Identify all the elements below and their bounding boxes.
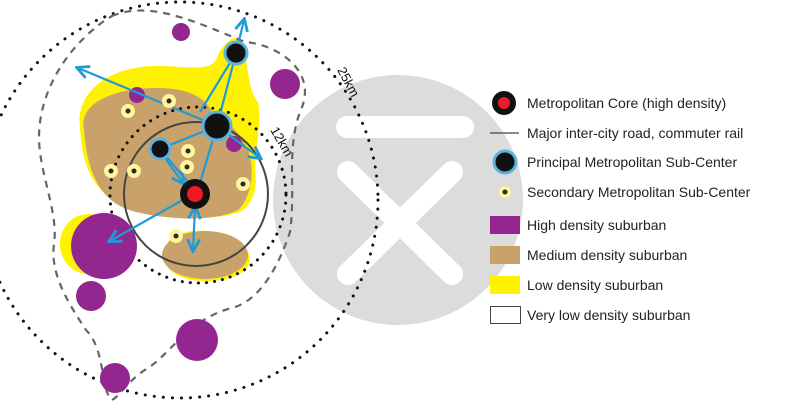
core-boundary-circle xyxy=(123,121,269,267)
high-density-areas xyxy=(71,23,300,393)
principal-sub-centers xyxy=(148,40,249,161)
outer-ring-25km xyxy=(0,0,380,400)
legend-label: High density suburban xyxy=(527,217,666,233)
legend-item-principal-sub-center: Principal Metropolitan Sub-Center xyxy=(492,149,737,175)
legend-item-high-density: High density suburban xyxy=(490,216,666,234)
metropolitan-core xyxy=(180,179,210,209)
legend-label: Major inter-city road, commuter rail xyxy=(527,125,743,141)
legend-label: Metropolitan Core (high density) xyxy=(527,95,726,111)
legend-item-medium-density: Medium density suburban xyxy=(490,246,687,264)
legend-label: Secondary Metropolitan Sub-Center xyxy=(527,184,751,200)
legend-label: Very low density suburban xyxy=(527,307,690,323)
legend-item-secondary-sub-center: Secondary Metropolitan Sub-Center xyxy=(499,184,751,200)
inner-ring-12km xyxy=(108,105,288,285)
legend-item-low-density: Low density suburban xyxy=(490,276,663,294)
legend-item-very-low-density: Very low density suburban xyxy=(490,306,690,324)
legend-label: Low density suburban xyxy=(527,277,663,293)
legend-label: Principal Metropolitan Sub-Center xyxy=(527,154,737,170)
watermark xyxy=(273,75,523,325)
very-low-density-boundary xyxy=(37,9,307,402)
legend: Metropolitan Core (high density) Major i… xyxy=(490,91,751,324)
legend-item-metro-core: Metropolitan Core (high density) xyxy=(492,91,726,115)
legend-label: Medium density suburban xyxy=(527,247,687,263)
legend-item-road-rail: Major inter-city road, commuter rail xyxy=(490,125,743,141)
secondary-sub-centers xyxy=(104,94,250,243)
